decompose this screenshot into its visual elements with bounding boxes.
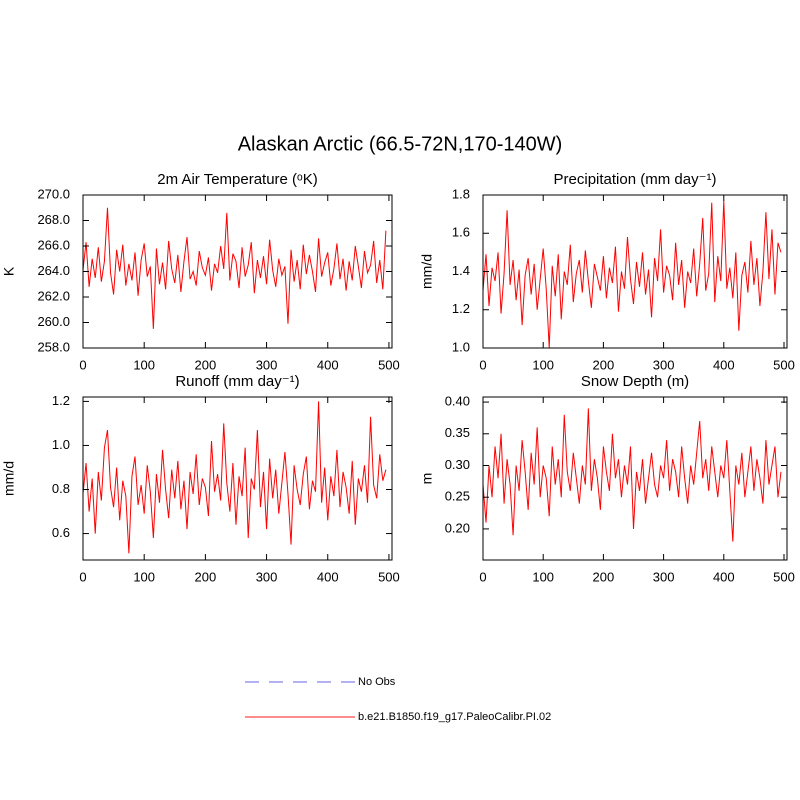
y-tick-label: 0.6 [52,525,70,540]
x-tick-label: 100 [532,357,554,372]
y-tick-label: 0.30 [445,457,470,472]
x-tick-label: 300 [256,357,278,372]
y-tick-label: 0.20 [445,520,470,535]
legend-label: No Obs [358,676,396,688]
y-axis-label: K [1,266,17,276]
y-tick-label: 0.8 [52,481,70,496]
x-tick-label: 400 [713,357,735,372]
y-tick-label: 1.6 [452,225,470,240]
y-tick-label: 1.8 [452,186,470,201]
y-tick-label: 266.0 [37,237,70,252]
plot-frame [482,396,788,561]
y-axis-label: m [419,473,435,485]
x-tick-label: 0 [79,357,86,372]
y-tick-label: 1.2 [452,301,470,316]
y-axis-label: mm/d [1,461,17,496]
x-tick-label: 200 [593,569,615,584]
y-tick-label: 1.0 [452,339,470,354]
x-tick-label: 100 [133,357,155,372]
y-tick-label: 1.0 [52,437,70,452]
y-tick-label: 0.35 [445,425,470,440]
x-tick-label: 200 [195,357,217,372]
data-line [83,401,387,554]
x-tick-label: 0 [479,357,486,372]
x-tick-label: 500 [773,569,795,584]
figure-title: Alaskan Arctic (66.5-72N,170-140W) [238,133,563,155]
y-tick-label: 0.25 [445,489,470,504]
panel-title: Runoff (mm day⁻¹) [175,373,299,390]
panel-title: Precipitation (mm day⁻¹) [554,171,717,188]
plot-frame [82,396,393,561]
data-line [483,408,782,542]
y-tick-label: 1.4 [452,263,470,278]
x-tick-label: 100 [532,569,554,584]
panel-title: 2m Air Temperature (ᵒK) [157,171,317,188]
legend-label: b.e21.B1850.f19_g17.PaleoCalibr.PI.02 [358,711,551,723]
x-tick-label: 100 [133,569,155,584]
x-tick-label: 300 [256,569,278,584]
x-tick-label: 300 [653,357,675,372]
x-tick-label: 200 [593,357,615,372]
x-tick-label: 400 [713,569,735,584]
x-tick-label: 200 [195,569,217,584]
y-tick-label: 262.0 [37,288,70,303]
y-tick-label: 1.2 [52,393,70,408]
plot-frame [482,194,788,349]
y-axis-label: mm/d [419,254,435,289]
y-tick-label: 260.0 [37,314,70,329]
x-tick-label: 500 [378,569,400,584]
y-tick-label: 268.0 [37,212,70,227]
y-tick-label: 0.40 [445,394,470,409]
data-line [83,207,387,329]
x-tick-label: 0 [479,569,486,584]
x-tick-label: 400 [317,357,339,372]
x-tick-label: 500 [378,357,400,372]
data-line [483,200,782,348]
x-tick-label: 500 [773,357,795,372]
y-tick-label: 270.0 [37,186,70,201]
y-tick-label: 264.0 [37,263,70,278]
x-tick-label: 0 [79,569,86,584]
panel-title: Snow Depth (m) [581,373,689,390]
x-tick-label: 300 [653,569,675,584]
y-tick-label: 258.0 [37,339,70,354]
x-tick-label: 400 [317,569,339,584]
